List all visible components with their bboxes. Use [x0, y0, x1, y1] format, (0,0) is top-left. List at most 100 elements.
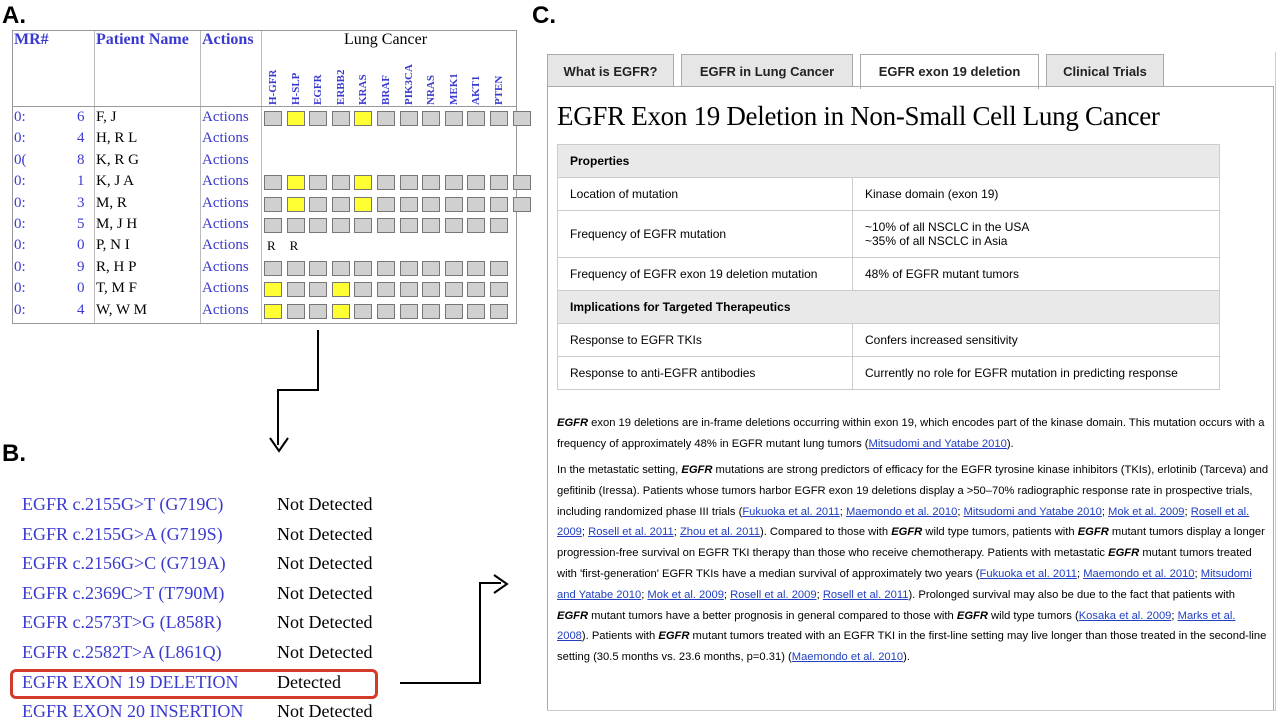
mutation-cell[interactable]: [467, 303, 486, 319]
citation-link[interactable]: Zhou et al. 2011: [679, 526, 760, 539]
mutation-cell[interactable]: [331, 175, 350, 191]
actions-link[interactable]: Actions: [202, 130, 249, 147]
mutation-cell[interactable]: [444, 260, 463, 276]
mr-number-suffix[interactable]: 5: [77, 216, 85, 232]
mutation-variant-link[interactable]: EGFR c.2369C>T (T790M): [22, 582, 225, 603]
mutation-cell[interactable]: [264, 260, 282, 276]
mutation-cell[interactable]: [490, 175, 508, 191]
mr-number[interactable]: 0:: [14, 216, 26, 232]
gene-header-h-slp[interactable]: H-SLP: [289, 72, 302, 105]
citation-link[interactable]: Rosell et al. 2009: [557, 505, 1250, 539]
mutation-cell[interactable]: [467, 196, 486, 212]
mutation-cell[interactable]: [331, 260, 350, 276]
mutation-cell[interactable]: [467, 111, 486, 126]
mutation-cell-positive[interactable]: [354, 111, 373, 126]
mutation-variant-link[interactable]: EGFR c.2155G>A (G719S): [22, 523, 223, 544]
mutation-cell[interactable]: [490, 218, 508, 233]
mutation-cell[interactable]: [264, 175, 282, 191]
actions-column-header[interactable]: Actions: [202, 31, 254, 48]
mutation-cell[interactable]: [286, 218, 305, 233]
mutation-cell[interactable]: [264, 111, 282, 126]
mutation-cell[interactable]: [354, 218, 373, 233]
mutation-cell-positive[interactable]: [354, 196, 373, 212]
mutation-cell-positive[interactable]: [286, 175, 305, 191]
actions-link[interactable]: Actions: [202, 173, 249, 190]
citation-link[interactable]: Rosell et al. 2011: [588, 526, 674, 539]
mr-number[interactable]: 0:: [14, 109, 26, 125]
citation-link[interactable]: Mok et al. 2009: [1108, 505, 1185, 518]
citation-link[interactable]: Mitsudomi and Yatabe 2010: [868, 437, 1007, 450]
mr-number-suffix[interactable]: 3: [77, 194, 85, 211]
mutation-cell[interactable]: [331, 111, 350, 126]
mutation-cell[interactable]: [354, 260, 373, 276]
mutation-cell-positive[interactable]: [264, 282, 282, 298]
mutation-cell[interactable]: [467, 282, 486, 298]
mr-number[interactable]: 0:: [14, 280, 26, 297]
mr-number[interactable]: 0:: [14, 173, 26, 190]
gene-header-pik3ca[interactable]: PIK3CA: [402, 64, 415, 105]
tab-egfr-exon-19-deletion[interactable]: EGFR exon 19 deletion: [860, 54, 1039, 89]
mutation-cell[interactable]: [377, 175, 395, 191]
citation-link[interactable]: Rosell et al. 2011: [822, 588, 909, 601]
mutation-cell[interactable]: [399, 282, 418, 298]
citation-link[interactable]: Mitsudomi and Yatabe 2010: [557, 567, 1252, 601]
mutation-variant-link[interactable]: EGFR c.2156G>C (G719A): [22, 553, 226, 574]
citation-link[interactable]: Fukuoka et al. 2011: [979, 567, 1077, 580]
mutation-cell[interactable]: [512, 111, 531, 126]
gene-header-mek1[interactable]: MEK1: [447, 73, 460, 105]
mr-number[interactable]: 0:: [14, 130, 26, 147]
mr-number-suffix[interactable]: 4: [77, 301, 85, 318]
mutation-cell-positive[interactable]: [286, 196, 305, 212]
mutation-cell[interactable]: [399, 175, 418, 191]
mutation-cell[interactable]: [286, 282, 305, 298]
mr-number[interactable]: 0:: [14, 194, 26, 211]
citation-link[interactable]: Rosell et al. 2009: [730, 588, 817, 601]
mr-number-suffix[interactable]: 0: [77, 280, 85, 297]
mutation-cell[interactable]: [354, 282, 373, 298]
actions-link[interactable]: Actions: [202, 237, 249, 254]
mr-number[interactable]: 0:: [14, 237, 26, 254]
citation-link[interactable]: Marks et al. 2008: [557, 609, 1236, 643]
mutation-cell[interactable]: [286, 303, 305, 319]
citation-link[interactable]: Mok et al. 2009: [647, 588, 724, 601]
mutation-cell[interactable]: [490, 303, 508, 319]
citation-link[interactable]: Kosaka et al. 2009: [1078, 609, 1172, 622]
mr-number-suffix[interactable]: 8: [77, 151, 85, 168]
mutation-cell[interactable]: [399, 260, 418, 276]
mr-number-suffix[interactable]: 0: [77, 237, 85, 254]
mutation-cell[interactable]: [377, 260, 395, 276]
gene-header-akt1[interactable]: AKT1: [470, 75, 483, 105]
mutation-cell[interactable]: [399, 303, 418, 319]
actions-link[interactable]: Actions: [202, 151, 249, 168]
mutation-cell[interactable]: [309, 282, 328, 298]
mutation-cell[interactable]: [331, 196, 350, 212]
mutation-cell[interactable]: [490, 196, 508, 212]
actions-link[interactable]: Actions: [202, 280, 249, 297]
mutation-cell[interactable]: [309, 303, 328, 319]
mr-number-suffix[interactable]: 1: [77, 173, 85, 190]
mutation-cell[interactable]: [422, 282, 441, 298]
mutation-cell[interactable]: [512, 175, 531, 191]
mutation-cell[interactable]: [444, 111, 463, 126]
citation-link[interactable]: Maemondo et al. 2010: [845, 505, 958, 518]
mutation-cell[interactable]: [444, 282, 463, 298]
gene-header-egfr[interactable]: EGFR: [312, 74, 325, 105]
actions-link[interactable]: Actions: [202, 194, 249, 211]
mutation-cell-positive[interactable]: [264, 303, 282, 319]
mr-number[interactable]: 0(: [14, 151, 27, 168]
citation-link[interactable]: Maemondo et al. 2010: [791, 651, 904, 664]
mr-number-suffix[interactable]: 9: [77, 258, 85, 275]
mutation-cell[interactable]: [467, 260, 486, 276]
mutation-cell[interactable]: [422, 303, 441, 319]
gene-header-nras[interactable]: NRAS: [425, 75, 438, 105]
mutation-cell-positive[interactable]: [331, 303, 350, 319]
mutation-cell[interactable]: [264, 196, 282, 212]
mutation-cell[interactable]: [399, 196, 418, 212]
mutation-cell[interactable]: [490, 282, 508, 298]
mutation-cell[interactable]: [444, 175, 463, 191]
mutation-cell-positive[interactable]: [286, 111, 305, 126]
actions-link[interactable]: Actions: [202, 216, 249, 232]
gene-header-pten[interactable]: PTEN: [493, 75, 505, 105]
mutation-cell[interactable]: [422, 218, 441, 233]
citation-link[interactable]: Mitsudomi and Yatabe 2010: [963, 505, 1102, 518]
